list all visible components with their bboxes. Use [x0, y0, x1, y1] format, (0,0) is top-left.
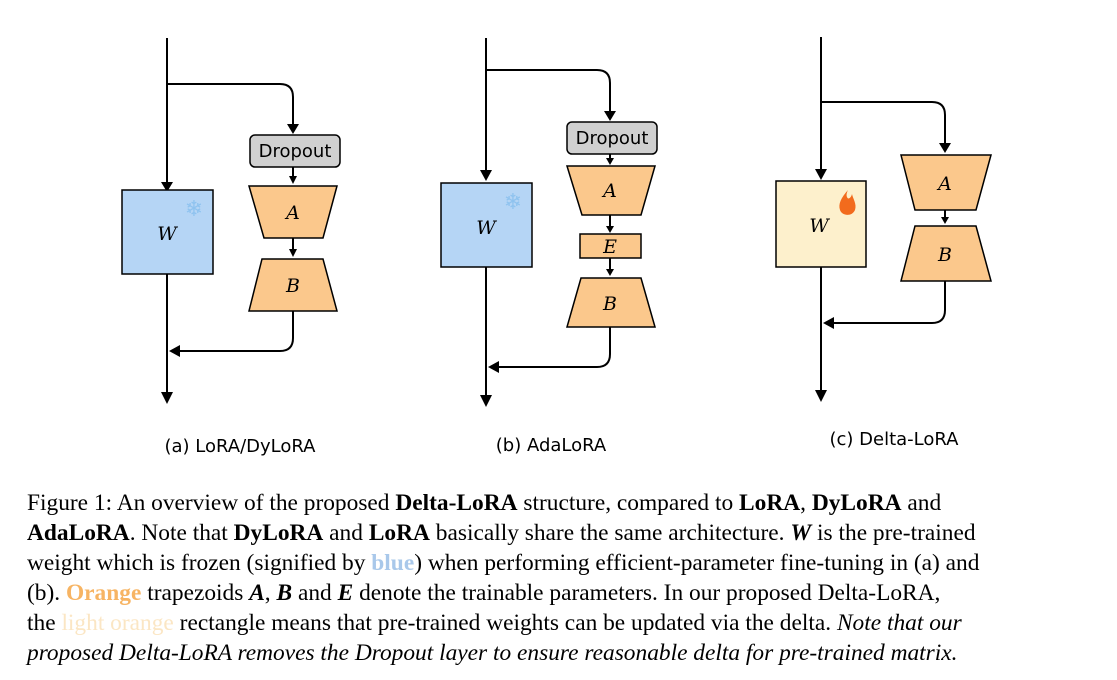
dropout-label: Dropout: [259, 141, 332, 162]
figure-label: Figure 1:: [27, 490, 113, 516]
caption-text: trapezoids: [147, 580, 244, 606]
arrowhead: [606, 269, 614, 276]
caption-bold: DyLoRA: [233, 520, 324, 546]
weight-label: W: [476, 217, 497, 239]
arrowhead: [604, 111, 616, 121]
dropout-block: [566, 121, 658, 155]
caption-line: weight which is frozen (signified by blu…: [27, 548, 1093, 578]
caption-text: ,: [264, 580, 271, 606]
node-a-label: A: [601, 180, 617, 202]
weight-block-updated: [775, 180, 867, 268]
caption-text: weight which is frozen (signified by: [27, 550, 366, 576]
node-b-label: B: [285, 275, 300, 297]
arrowhead: [480, 395, 492, 407]
panel-caption: (a) LoRA/DyLoRA: [164, 436, 316, 457]
edge-branch-to-a: [821, 101, 946, 145]
caption-text: structure, compared to: [523, 490, 734, 516]
caption-math: E: [337, 580, 354, 606]
node-a-label: A: [936, 173, 952, 195]
caption-text: (b).: [27, 580, 61, 606]
block-e: [579, 233, 642, 259]
arrowhead: [606, 158, 614, 165]
arrowhead: [815, 169, 827, 180]
caption-bold: LoRA: [368, 520, 430, 546]
arrowhead: [161, 392, 173, 404]
edge-merge: [178, 311, 294, 352]
caption-italic: proposed Delta-LoRA removes the Dropout …: [27, 640, 958, 666]
caption-math: B: [276, 580, 293, 606]
dropout-label: Dropout: [576, 128, 649, 149]
node-a-label: A: [284, 202, 300, 224]
snowflake-icon: ❄: [504, 190, 522, 215]
weight-block-frozen: [440, 182, 533, 268]
arrowhead: [161, 182, 173, 192]
snowflake-icon: ❄: [185, 197, 203, 222]
caption-text: and: [297, 580, 332, 606]
weight-label: W: [809, 215, 830, 237]
arrowhead: [815, 390, 827, 402]
caption-text: rectangle means that pre-trained weights…: [179, 610, 832, 636]
arrowhead: [823, 317, 834, 329]
trapezoid-a: [565, 165, 656, 216]
caption-bold: DyLoRA: [811, 490, 902, 516]
caption-blue-word: blue: [371, 550, 415, 576]
arrowhead: [606, 226, 614, 233]
arrowhead: [939, 143, 951, 153]
caption-bold: LoRA: [739, 490, 801, 516]
caption-text: and: [329, 520, 363, 546]
architecture-figure: W ❄ Dropout A B (a) LoRA/DyLoRA W ❄ Drop…: [121, 37, 992, 457]
arrowhead: [488, 361, 499, 373]
caption-text: ,: [800, 490, 806, 516]
caption-text: . Note that: [129, 520, 228, 546]
caption-math: A: [249, 580, 265, 606]
panel-delta-lora: W A B (c) Delta-LoRA: [775, 37, 992, 450]
arrowhead: [289, 249, 297, 257]
weight-block-frozen: [121, 189, 214, 275]
trapezoid-b: [248, 258, 338, 312]
caption-line: the light orange rectangle means that pr…: [27, 608, 1093, 638]
caption-light-orange-word: light orange: [61, 610, 174, 636]
weight-label: W: [157, 223, 178, 245]
caption-line: proposed Delta-LoRA removes the Dropout …: [27, 638, 1093, 668]
caption-bold: Delta-LoRA: [395, 490, 518, 516]
figure-caption: Figure 1: An overview of the proposed De…: [27, 488, 1093, 668]
panel-caption: (b) AdaLoRA: [496, 435, 607, 456]
trapezoid-b: [900, 225, 992, 282]
panel-adalora: W ❄ Dropout A E B (b) AdaLoRA: [440, 38, 658, 456]
caption-orange-word: Orange: [65, 580, 142, 606]
node-b-label: B: [937, 244, 952, 266]
node-b-label: B: [602, 293, 617, 315]
caption-italic: Note that our: [836, 610, 962, 636]
caption-text: the: [27, 610, 56, 636]
caption-math: W: [790, 520, 812, 546]
dropout-block: [249, 134, 341, 168]
edge-branch-to-dropout: [167, 83, 294, 126]
trapezoid-a: [248, 185, 338, 239]
trapezoid-a: [900, 154, 992, 211]
edge-branch-to-dropout: [486, 69, 611, 113]
flame-icon: [839, 190, 856, 215]
panel-lora: W ❄ Dropout A B (a) LoRA/DyLoRA: [121, 38, 341, 457]
arrowhead: [289, 176, 297, 184]
arrowhead: [169, 345, 180, 357]
edge-merge: [497, 327, 611, 368]
arrowhead: [941, 217, 949, 224]
caption-text: ) when performing efficient-parameter fi…: [414, 550, 980, 576]
caption-line: Figure 1: An overview of the proposed De…: [27, 488, 1093, 518]
arrowhead: [480, 170, 492, 181]
caption-text: is the pre-trained: [817, 520, 976, 546]
trapezoid-b: [566, 277, 656, 328]
node-e-label: E: [602, 236, 617, 258]
caption-text: basically share the same architecture.: [435, 520, 785, 546]
caption-text: denote the trainable parameters. In our …: [359, 580, 941, 606]
caption-text: and: [907, 490, 942, 516]
caption-text: An overview of the proposed: [116, 490, 390, 516]
panel-caption: (c) Delta-LoRA: [830, 429, 960, 450]
caption-line: (b). Orange trapezoids A, B and E denote…: [27, 578, 1093, 608]
edge-merge: [832, 281, 946, 324]
caption-line: AdaLoRA. Note that DyLoRA and LoRA basic…: [27, 518, 1093, 548]
caption-bold: AdaLoRA: [27, 520, 130, 546]
arrowhead: [287, 124, 299, 134]
